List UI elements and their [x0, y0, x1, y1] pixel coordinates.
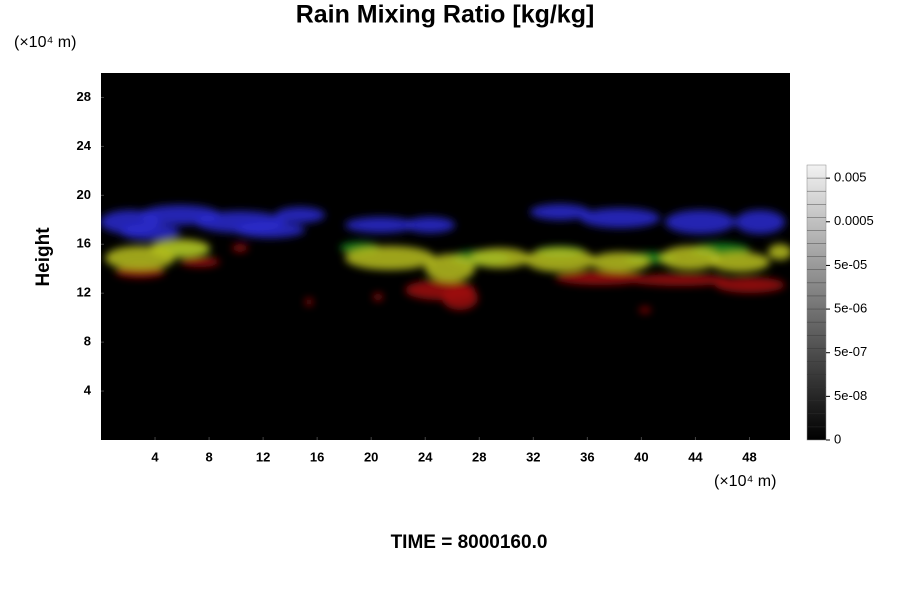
time-label: TIME = 8000160.0: [391, 532, 548, 553]
volume-blob: [665, 210, 735, 234]
volume-blob: [630, 274, 730, 286]
volume-blob: [180, 257, 220, 267]
volume-blob: [405, 217, 455, 233]
x-tick-label: 20: [364, 449, 378, 464]
y-axis-label: Height: [33, 227, 54, 287]
volume-blob: [710, 252, 770, 272]
volume-blob: [735, 210, 785, 234]
colorbar-bands: [807, 177, 826, 428]
volume-blob: [345, 217, 415, 233]
volume-blob: [425, 254, 475, 282]
volume-blob: [639, 307, 651, 313]
volume-blob: [345, 246, 435, 270]
x-tick-label: 36: [580, 449, 594, 464]
colorbar-tick-label: 5e-05: [834, 257, 867, 272]
volume-blob: [232, 244, 248, 252]
volume-blob: [442, 286, 478, 310]
colorbar-tick-label: 5e-08: [834, 388, 867, 403]
y-tick-label: 16: [77, 236, 91, 251]
colorbar-tick-label: 0: [834, 431, 841, 446]
volume-blob: [235, 222, 305, 238]
colorbar-tick-label: 5e-06: [834, 301, 867, 316]
y-tick-label: 28: [77, 89, 91, 104]
volume-blob: [525, 248, 595, 272]
volume-blob: [660, 246, 720, 270]
colorbar: [806, 164, 827, 441]
x-tick-label: 24: [418, 449, 433, 464]
x-tick-label: 32: [526, 449, 540, 464]
x-tick-label: 28: [472, 449, 486, 464]
y-unit: (×10⁴ m): [14, 34, 76, 51]
y-tick-label: 24: [77, 138, 92, 153]
volume-blob: [373, 293, 383, 301]
y-tick-label: 4: [84, 383, 92, 398]
volume-blob: [555, 271, 645, 285]
x-unit: (×10⁴ m): [714, 473, 776, 490]
colorbar-tick-label: 5e-07: [834, 344, 867, 359]
y-tick-label: 8: [84, 334, 91, 349]
colorbar-tick-label: 0.005: [834, 170, 867, 185]
x-tick-label: 8: [205, 449, 212, 464]
volume-blob: [470, 248, 530, 268]
volume-blob: [530, 204, 590, 220]
x-tick-label: 48: [742, 449, 756, 464]
volume-blob: [590, 252, 650, 272]
volume-blob: [275, 207, 325, 223]
y-tick-label: 20: [77, 187, 91, 202]
volume-blob: [150, 239, 210, 257]
chart-title: Rain Mixing Ratio [kg/kg]: [296, 1, 595, 29]
volume-blob: [120, 224, 180, 240]
x-tick-label: 44: [688, 449, 703, 464]
x-tick-label: 4: [151, 449, 159, 464]
volume-blob: [715, 277, 785, 293]
volume-render: [101, 204, 790, 313]
volume-blob: [305, 298, 313, 306]
x-tick-label: 12: [256, 449, 270, 464]
colorbar-tick-label: 0.0005: [834, 213, 874, 228]
y-tick-label: 12: [77, 285, 91, 300]
x-tick-label: 16: [310, 449, 324, 464]
x-tick-label: 40: [634, 449, 648, 464]
volume-blob: [768, 244, 790, 260]
volume-blob: [580, 208, 660, 228]
